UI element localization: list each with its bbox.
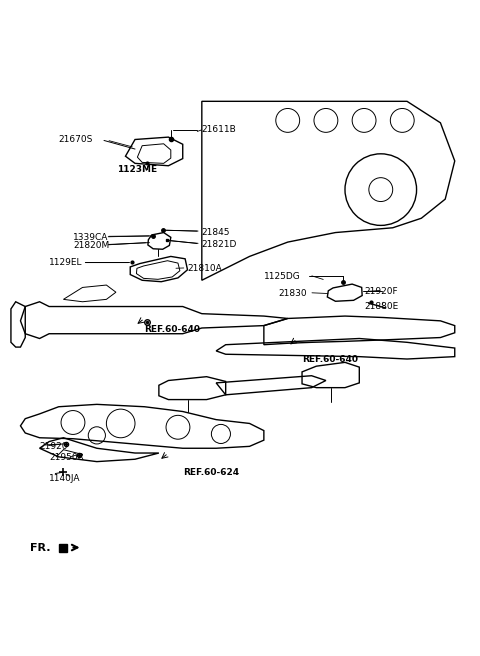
Text: 21611B: 21611B [202,125,237,134]
Text: REF.60-624: REF.60-624 [183,468,239,477]
Text: 21830: 21830 [278,289,307,298]
Text: FR.: FR. [30,543,50,552]
Text: 21950R: 21950R [49,453,84,462]
Text: 1140JA: 1140JA [49,474,81,483]
Text: 1129EL: 1129EL [49,258,83,267]
Text: 21670S: 21670S [59,135,93,144]
Text: 21820M: 21820M [73,241,109,250]
Text: 21920F: 21920F [364,287,398,296]
Text: 1339CA: 1339CA [73,233,108,242]
Text: 21821D: 21821D [202,240,237,249]
Text: 1123ME: 1123ME [117,165,157,174]
Text: 21845: 21845 [202,228,230,237]
Text: 21880E: 21880E [364,302,398,311]
Text: 21810A: 21810A [188,264,222,273]
Text: REF.60-640: REF.60-640 [302,354,358,363]
Text: 21920: 21920 [39,442,68,451]
Text: REF.60-640: REF.60-640 [144,325,201,334]
Text: 1125DG: 1125DG [264,272,300,281]
